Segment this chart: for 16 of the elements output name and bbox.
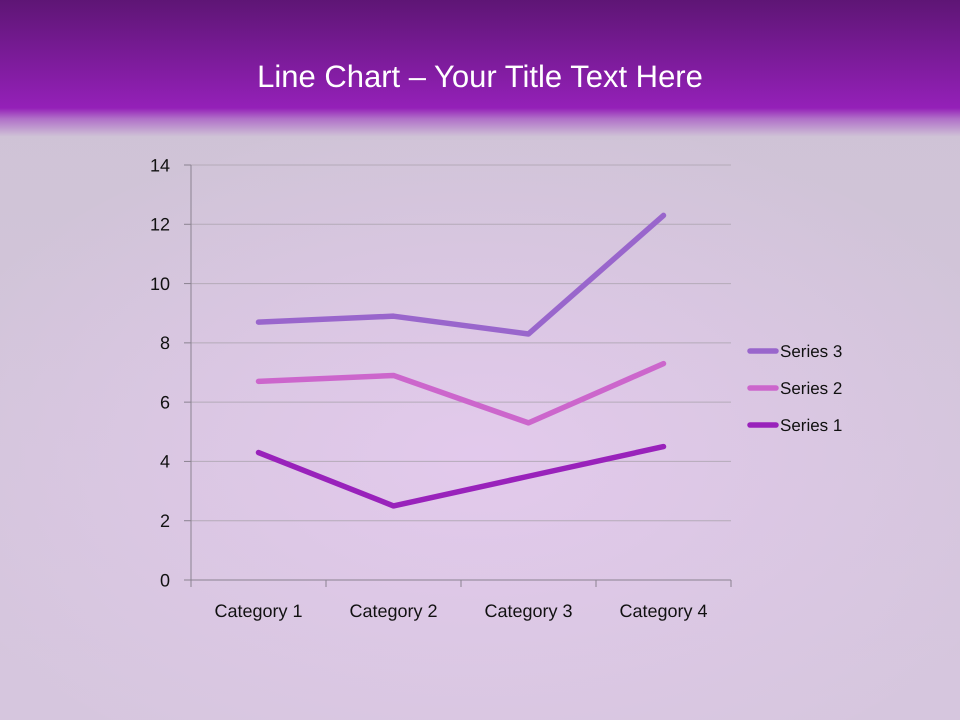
y-tick-label: 2 bbox=[160, 511, 170, 532]
legend-label: Series 2 bbox=[780, 378, 842, 398]
y-tick-label: 8 bbox=[160, 333, 170, 354]
legend-label: Series 3 bbox=[780, 342, 842, 361]
y-tick-label: 4 bbox=[160, 452, 170, 472]
x-tick-label: Category 4 bbox=[619, 601, 708, 621]
y-tick-label: 0 bbox=[160, 570, 170, 590]
x-tick-label: Category 3 bbox=[484, 601, 573, 621]
y-tick-label: 12 bbox=[150, 214, 170, 235]
y-tick-label: 14 bbox=[150, 155, 170, 176]
y-tick-label: 6 bbox=[160, 392, 170, 412]
x-tick-label: Category 2 bbox=[349, 601, 438, 621]
chart-title: Line Chart – Your Title Text Here bbox=[257, 59, 703, 94]
x-tick-label: Category 1 bbox=[214, 601, 303, 621]
y-tick-label: 10 bbox=[150, 274, 170, 294]
legend-label: Series 1 bbox=[780, 416, 842, 435]
